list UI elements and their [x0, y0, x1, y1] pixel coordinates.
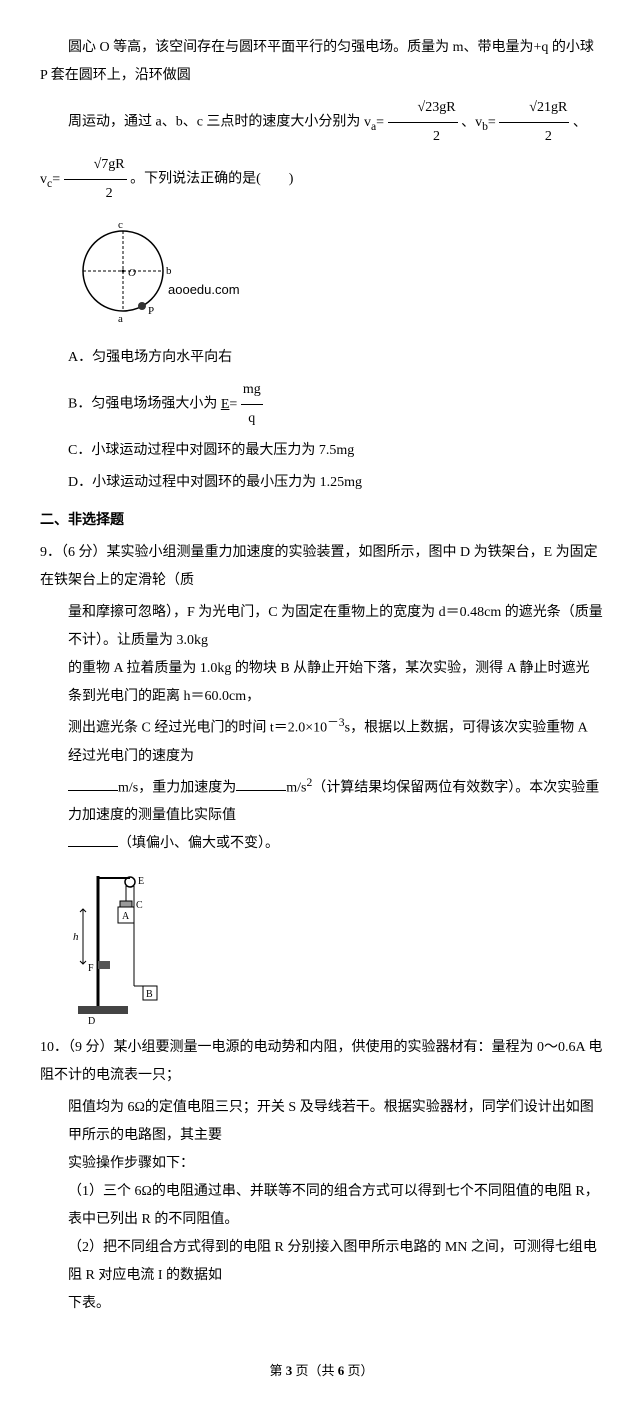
svg-text:B: B [146, 989, 153, 1000]
q9: 9．（6 分）某实验小组测量重力加速度的实验装置，如图所示，图中 D 为铁架台，… [40, 539, 603, 858]
q8-line1: 圆心 O 等高，该空间存在与圆环平面平行的匀强电场。质量为 m、带电量为+q 的… [40, 34, 603, 90]
q10: 10．（9 分）某小组要测量一电源的电动势和内阻，供使用的实验器材有：量程为 0… [40, 1034, 603, 1318]
label-O: O [128, 267, 136, 279]
option-A: A．匀强电场方向水平向右 [68, 344, 603, 372]
option-B: B．匀强电场场强大小为 E= mg q [68, 376, 603, 433]
svg-text:C: C [136, 900, 143, 911]
svg-text:E: E [138, 876, 144, 887]
section-2-title: 二、非选择题 [40, 507, 603, 535]
label-c: c [118, 219, 123, 231]
q8-line2: 周运动，通过 a、b、c 三点时的速度大小分别为 va= √23gR 2 、vb… [40, 94, 603, 208]
svg-text:h: h [73, 931, 79, 943]
blank-compare [68, 832, 118, 847]
blank-g [236, 776, 286, 791]
label-a: a [118, 313, 123, 325]
label-b: b [166, 265, 172, 277]
svg-text:A: A [122, 911, 130, 922]
figure-apparatus: E C A B F h D [68, 866, 603, 1026]
option-C: C．小球运动过程中对圆环的最大压力为 7.5mg [68, 437, 603, 465]
watermark: aooedu.com [168, 282, 240, 297]
svg-text:F: F [88, 963, 94, 974]
page-footer: 第 3 页（共 6 页） [40, 1358, 603, 1384]
option-D: D．小球运动过程中对圆环的最小压力为 1.25mg [68, 469, 603, 497]
svg-text:D: D [88, 1016, 95, 1026]
figure-circle: O c b a P aooedu.com [68, 216, 603, 336]
blank-velocity [68, 776, 118, 791]
label-P: P [148, 305, 154, 317]
